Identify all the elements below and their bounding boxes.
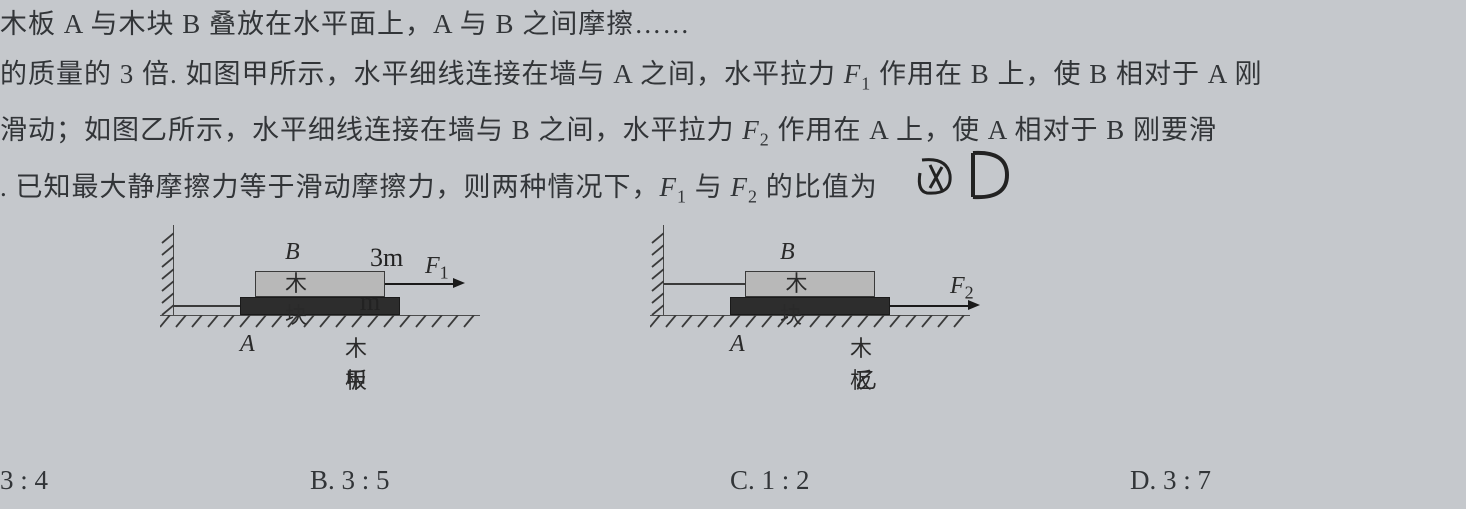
line2-post: 作用在 B 上，使 B 相对于 A 刚: [871, 59, 1262, 89]
string-line: [174, 305, 240, 307]
arrow-head-icon: [453, 278, 465, 288]
handwritten-scribble: [912, 155, 962, 210]
line2-sub: 1: [861, 73, 871, 93]
ground-hatch-icon: [650, 315, 970, 329]
caption-yi: 乙: [855, 363, 877, 395]
line3-pre: 滑动；如图乙所示，水平细线连接在墙与 B 之间，水平拉力: [0, 115, 742, 145]
label-F1-sub: 1: [440, 262, 449, 282]
label-B-text: 木块: [285, 271, 307, 328]
label-B: B 木块: [780, 239, 808, 330]
block-B: [745, 271, 875, 297]
problem-line-1: 木板 A 与木块 B 叠放在水平面上，A 与 B 之间摩擦……: [0, 2, 690, 41]
string-line: [664, 283, 745, 285]
label-B-letter: B: [780, 239, 795, 265]
option-C: C. 1 : 2: [730, 465, 810, 496]
label-B: B 木块: [285, 239, 307, 330]
label-F1: F1: [425, 253, 449, 283]
caption-jia: 甲: [345, 363, 367, 395]
line4-post: 的比值为: [758, 172, 878, 202]
problem-line-3: 滑动；如图乙所示，水平细线连接在墙与 B 之间，水平拉力 F2 作用在 A 上，…: [0, 108, 1217, 150]
label-A-letter: A: [730, 331, 745, 357]
label-F2: F2: [950, 273, 974, 303]
option-D: D. 3 : 7: [1130, 465, 1211, 496]
line4-F1: F: [660, 172, 678, 202]
line4-s2: 2: [748, 186, 758, 206]
problem-line-2: 的质量的 3 倍. 如图甲所示，水平细线连接在墙与 A 之间，水平拉力 F1 作…: [0, 52, 1263, 94]
diagrams-container: B 木块 3m F1 m A 木板 甲: [0, 225, 1466, 415]
line3-post: 作用在 A 上，使 A 相对于 B 刚要滑: [770, 115, 1217, 145]
handwritten-D: [965, 145, 1015, 218]
label-B-letter: B: [285, 239, 300, 265]
line4-mid: 与: [687, 172, 731, 202]
option-B: B. 3 : 5: [310, 465, 390, 496]
handwritten-3m: 3m: [370, 243, 403, 273]
wall-hatch-icon: [650, 225, 664, 315]
label-A: A: [730, 331, 745, 358]
wall-hatch-icon: [160, 225, 174, 315]
line2-pre: 的质量的 3 倍. 如图甲所示，水平细线连接在墙与 A 之间，水平拉力: [0, 59, 844, 89]
handwritten-m: m: [360, 287, 380, 317]
label-B-text: 木块: [780, 271, 808, 328]
label-F2-letter: F: [950, 273, 965, 299]
line2-F: F: [844, 59, 862, 89]
option-A: 3 : 4: [0, 465, 48, 496]
label-A: A: [240, 331, 255, 358]
label-A-letter: A: [240, 331, 255, 357]
line3-sub: 2: [760, 129, 770, 149]
label-F1-letter: F: [425, 253, 440, 279]
line4-s1: 1: [677, 186, 687, 206]
line3-F: F: [742, 115, 760, 145]
force-arrow: [890, 305, 970, 307]
line4-pre: . 已知最大静摩擦力等于滑动摩擦力，则两种情况下，: [0, 172, 660, 202]
ground-hatch-icon: [160, 315, 480, 329]
problem-line-4: . 已知最大静摩擦力等于滑动摩擦力，则两种情况下，F1 与 F2 的比值为: [0, 165, 878, 207]
board-A: [730, 297, 890, 315]
label-F2-sub: 2: [965, 282, 974, 302]
line4-F2: F: [731, 172, 749, 202]
